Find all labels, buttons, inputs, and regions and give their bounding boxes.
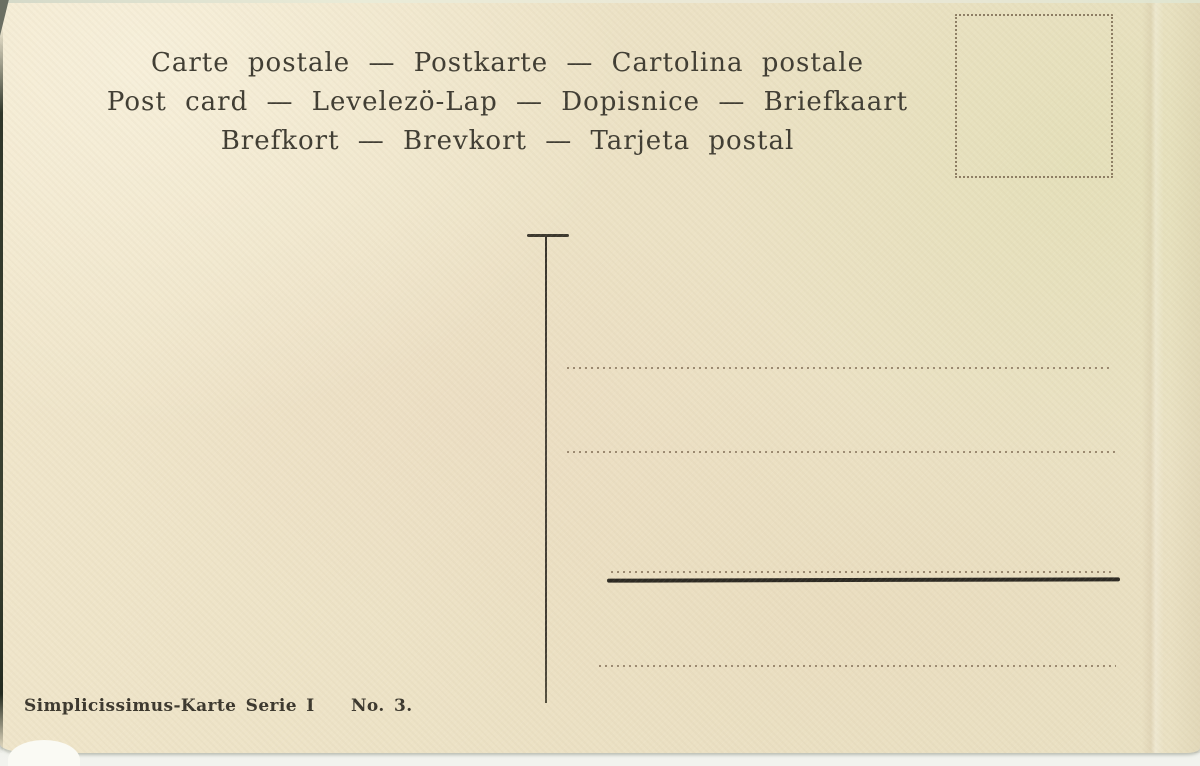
imprint-number: No. 3.	[350, 696, 413, 716]
publisher-imprint: Simplicissimus-Karte Serie I No. 3.	[24, 696, 413, 716]
scan-corner-blob	[8, 740, 80, 766]
header-line-2: Post card — Levelezö-Lap — Dopisnice — B…	[106, 87, 909, 117]
paper-crease	[1142, 0, 1164, 753]
divider-crossbar	[527, 234, 569, 237]
header-line-1: Carte postale — Postkarte — Cartolina po…	[150, 48, 865, 78]
address-dotted-line-3	[611, 571, 1113, 573]
address-dotted-line-1	[567, 367, 1113, 369]
imprint-series: Simplicissimus-Karte Serie I	[24, 696, 315, 716]
scan-edge-left	[0, 26, 3, 752]
address-dotted-line-2	[567, 451, 1116, 453]
stamp-box	[955, 14, 1113, 178]
address-solid-line	[606, 577, 1121, 583]
address-dotted-line-4	[599, 665, 1116, 667]
scan-corner-notch	[0, 0, 9, 36]
scan-edge-top	[0, 0, 1200, 3]
postcard-header: Carte postale — Postkarte — Cartolina po…	[0, 44, 1015, 161]
center-divider-line	[545, 236, 547, 703]
header-line-3: Brefkort — Brevkort — Tarjeta postal	[220, 126, 795, 156]
right-edge-shading	[1170, 0, 1200, 753]
